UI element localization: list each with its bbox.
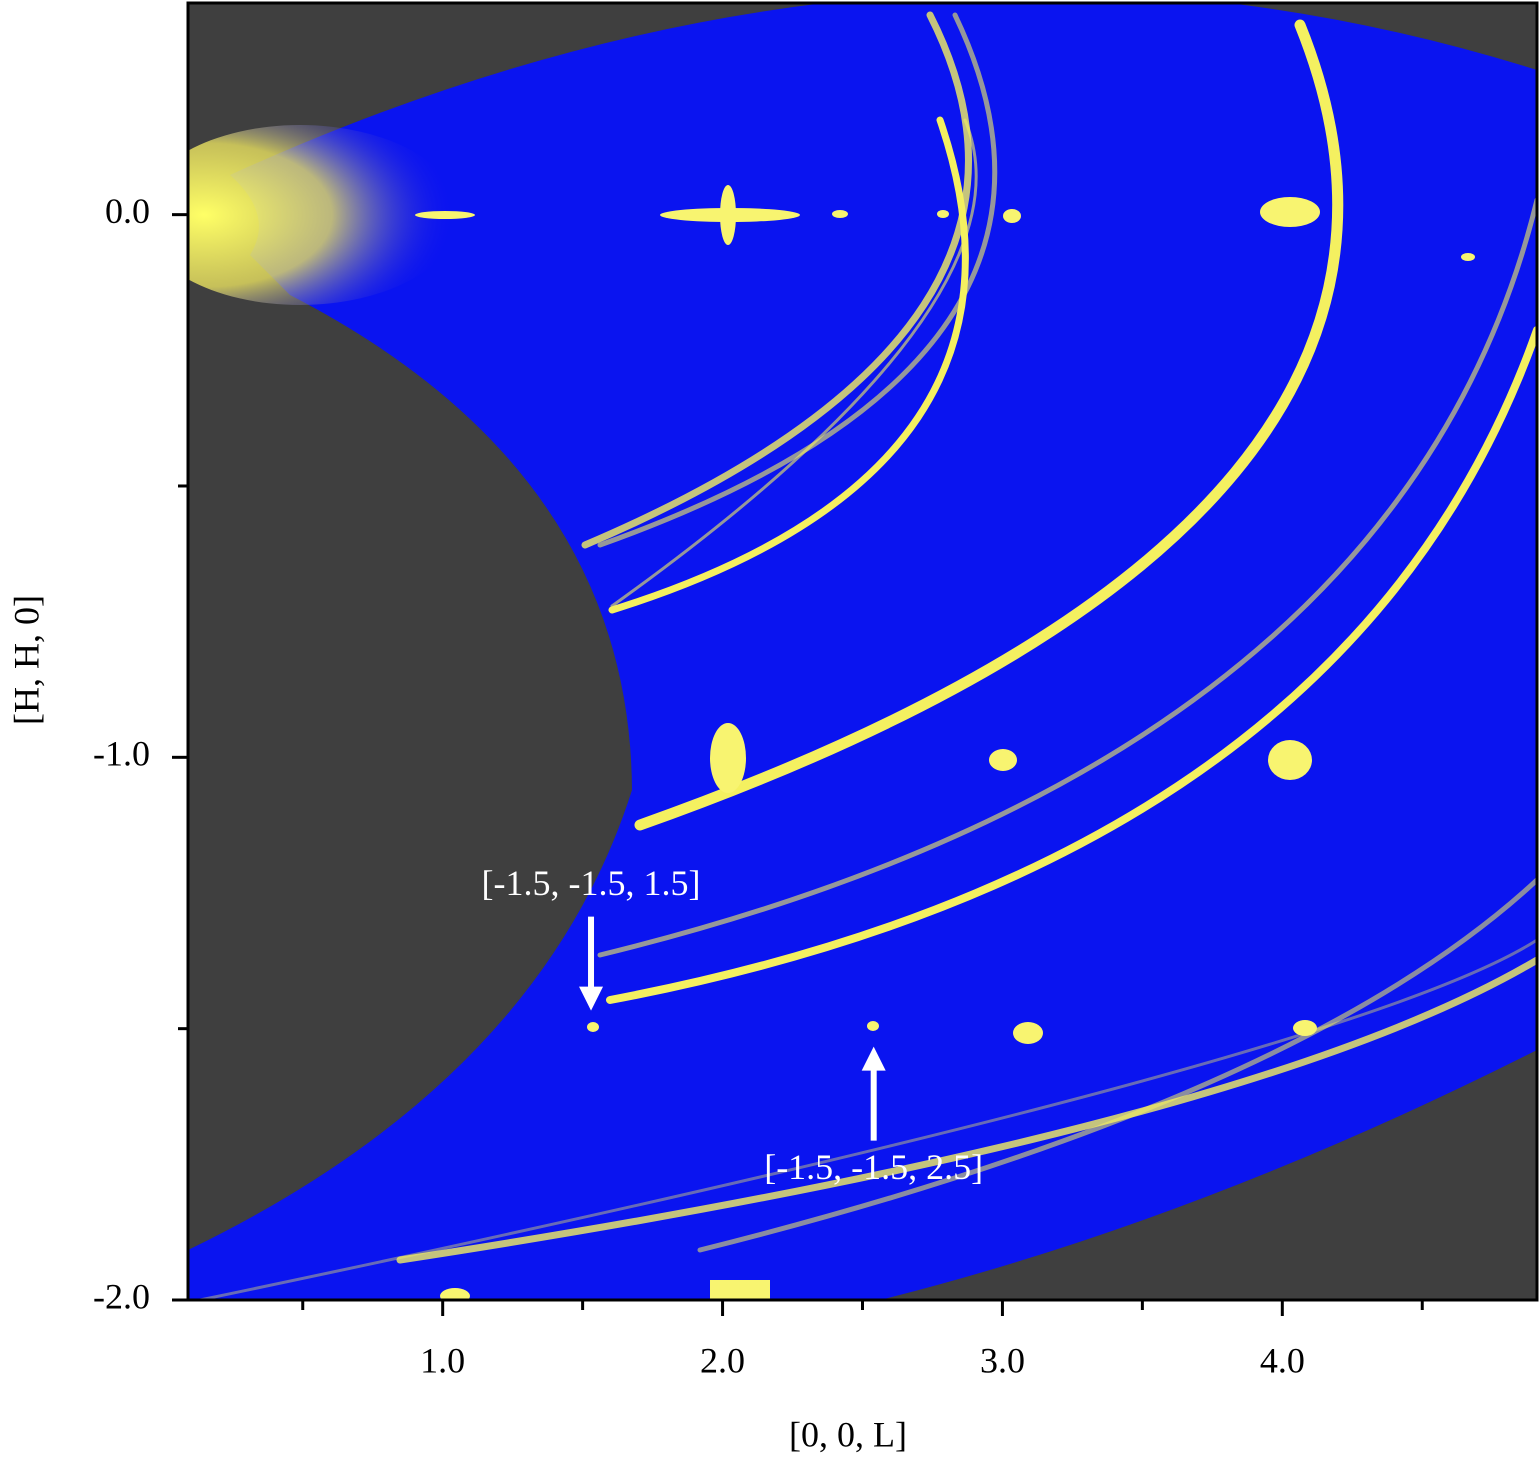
powder-rings: [198, 11, 1537, 1300]
y-tick-label: 0.0: [105, 191, 150, 231]
x-tick-label: 2.0: [700, 1340, 745, 1380]
y-axis-label: [H, H, 0]: [6, 595, 46, 725]
y-tick-label: -2.0: [93, 1276, 150, 1316]
y-tick-label: -1.0: [93, 734, 150, 774]
x-tick-label: 1.0: [420, 1340, 465, 1380]
beam-glow: [188, 125, 460, 305]
annotation-label: [-1.5, -1.5, 2.5]: [764, 1147, 983, 1187]
annotation-arrowhead: [861, 1046, 886, 1071]
x-tick-label: 4.0: [1260, 1340, 1305, 1380]
detector-coverage: [188, 3, 1537, 1300]
x-axis-label: [0, 0, L]: [789, 1414, 907, 1454]
annotation-label: [-1.5, -1.5, 1.5]: [482, 863, 701, 903]
annotation-arrowhead: [579, 986, 604, 1011]
bragg-spots: [415, 185, 1475, 1300]
diffraction-image: [188, 3, 1537, 1300]
x-tick-label: 3.0: [980, 1340, 1025, 1380]
